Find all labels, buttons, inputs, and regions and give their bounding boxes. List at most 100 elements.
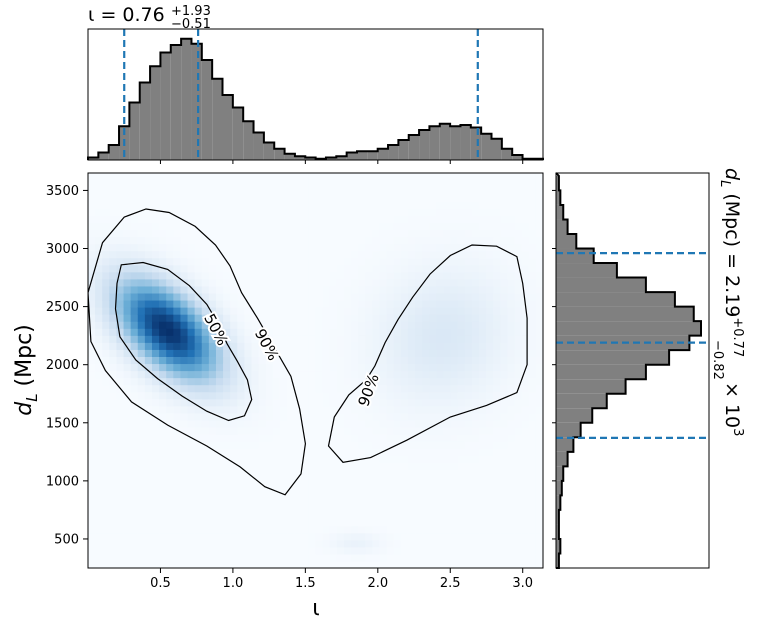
heatmap-cell xyxy=(151,539,160,548)
heatmap-cell xyxy=(244,419,253,428)
heatmap-cell xyxy=(351,363,359,372)
heatmap-cell xyxy=(315,328,324,336)
heatmap-cell xyxy=(308,497,317,506)
joint-y-tick-label: 2500 xyxy=(46,300,79,315)
heatmap-cell xyxy=(116,292,125,301)
heatmap-cell xyxy=(151,469,160,477)
heatmap-cell xyxy=(386,292,395,301)
heatmap-cell xyxy=(301,236,309,245)
heatmap-cell xyxy=(308,278,317,287)
heatmap-cell xyxy=(151,349,160,357)
heatmap-cell xyxy=(308,215,317,223)
heatmap-cell xyxy=(365,384,373,393)
heatmap-cell xyxy=(379,426,388,435)
heatmap-cell xyxy=(358,490,366,499)
heatmap-cell xyxy=(194,504,203,513)
heatmap-cell xyxy=(279,539,288,548)
heatmap-cell xyxy=(258,441,267,449)
heatmap-cell xyxy=(109,236,118,245)
heatmap-cell xyxy=(95,483,103,492)
heatmap-cell xyxy=(208,384,217,393)
heatmap-cell xyxy=(386,307,395,315)
heatmap-cell xyxy=(386,462,395,470)
heatmap-cell xyxy=(322,243,331,252)
heatmap-cell xyxy=(237,285,246,294)
heatmap-cell xyxy=(95,299,103,308)
heatmap-cell xyxy=(166,222,174,231)
heatmap-cell xyxy=(407,299,416,308)
heatmap-cell xyxy=(493,560,501,568)
heatmap-cell xyxy=(528,342,537,350)
heatmap-cell xyxy=(116,243,125,252)
heatmap-cell xyxy=(287,250,295,259)
heatmap-cell xyxy=(187,180,196,188)
heatmap-cell xyxy=(322,229,331,238)
heatmap-cell xyxy=(535,370,543,379)
heatmap-cell xyxy=(535,476,543,484)
heatmap-cell xyxy=(215,448,224,456)
heatmap-cell xyxy=(180,194,189,202)
heatmap-cell xyxy=(123,433,132,442)
heatmap-cell xyxy=(88,532,96,541)
heatmap-cell xyxy=(109,201,118,209)
heatmap-cell xyxy=(151,250,160,259)
heatmap-cell xyxy=(258,264,267,273)
heatmap-cell xyxy=(535,426,543,435)
heatmap-cell xyxy=(215,405,224,414)
heatmap-cell xyxy=(116,469,125,477)
heatmap-cell xyxy=(471,299,480,308)
heatmap-cell xyxy=(464,194,473,202)
heatmap-cell xyxy=(379,173,388,181)
heatmap-cell xyxy=(429,328,437,336)
heatmap-cell xyxy=(187,391,196,400)
svg-text:× 103: × 103 xyxy=(721,382,745,436)
heatmap-cell xyxy=(258,314,267,322)
heatmap-cell xyxy=(450,236,459,245)
heatmap-cell xyxy=(507,426,516,435)
heatmap-cell xyxy=(287,377,295,386)
heatmap-cell xyxy=(137,469,146,477)
heatmap-cell xyxy=(215,363,224,372)
heatmap-cell xyxy=(251,335,260,343)
heatmap-cell xyxy=(258,363,267,372)
heatmap-cell xyxy=(457,208,466,216)
heatmap-cell xyxy=(514,215,523,223)
heatmap-cell xyxy=(237,469,246,477)
heatmap-cell xyxy=(237,391,246,400)
heatmap-cell xyxy=(130,497,139,506)
heatmap-cell xyxy=(144,405,153,414)
heatmap-cell xyxy=(194,285,203,294)
heatmap-cell xyxy=(429,377,437,386)
heatmap-cell xyxy=(301,173,309,181)
heatmap-cell xyxy=(265,215,274,223)
heatmap-cell xyxy=(215,483,224,492)
right-marginal-histogram: dL (Mpc) = 2.19+0.77 −0.82 × 103 xyxy=(552,168,745,569)
heatmap-cell xyxy=(407,560,416,568)
heatmap-cell xyxy=(535,264,543,273)
heatmap-cell xyxy=(173,419,182,428)
heatmap-cell xyxy=(507,222,516,231)
heatmap-cell xyxy=(379,370,388,379)
heatmap-cell xyxy=(173,321,182,329)
heatmap-cell xyxy=(173,278,182,287)
heatmap-cell xyxy=(237,222,246,231)
heatmap-cell xyxy=(230,278,238,287)
heatmap-cell xyxy=(137,398,146,407)
heatmap-cell xyxy=(535,553,543,562)
heatmap-cell xyxy=(102,328,110,336)
heatmap-cell xyxy=(450,391,459,400)
heatmap-cell xyxy=(208,462,217,470)
heatmap-cell xyxy=(429,264,437,273)
heatmap-cell xyxy=(102,349,110,357)
heatmap-cell xyxy=(137,335,146,343)
heatmap-cell xyxy=(379,307,388,315)
heatmap-cell xyxy=(180,518,189,527)
heatmap-cell xyxy=(251,490,260,499)
right-hist-bar xyxy=(556,509,559,525)
heatmap-cell xyxy=(493,448,501,456)
heatmap-cell xyxy=(173,462,182,470)
heatmap-cell xyxy=(322,476,331,484)
heatmap-cell xyxy=(443,433,452,442)
heatmap-cell xyxy=(500,553,509,562)
heatmap-cell xyxy=(215,278,224,287)
